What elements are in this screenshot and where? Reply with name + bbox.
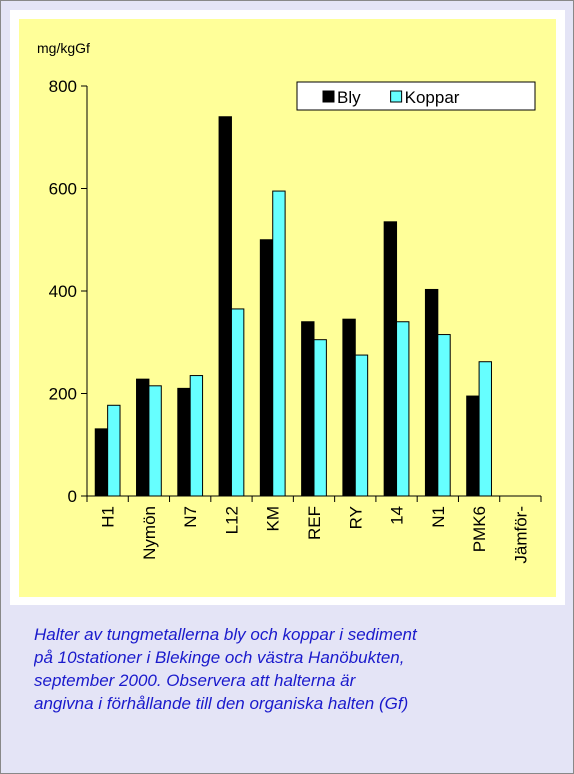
bar: [259, 239, 274, 497]
bar: [424, 288, 439, 497]
caption-line: på 10stationer i Blekinge och västra Han…: [34, 648, 405, 667]
y-tick-label: 0: [68, 487, 77, 506]
bar: [478, 361, 492, 497]
chart: mg/kgGf 0 200 400 600 800 H1 Nymön N7 L12 KM REF RY…: [10, 10, 565, 605]
bar: [107, 404, 121, 497]
bar: [437, 334, 451, 497]
caption-line: angivna i förhållande till den organiska…: [34, 694, 409, 713]
legend-label: Koppar: [405, 88, 460, 107]
bar: [313, 339, 327, 497]
x-tick-label: N1: [429, 506, 448, 528]
x-tick-label: Jämför-: [511, 506, 530, 564]
bar: [301, 321, 315, 497]
y-tick-label: 800: [49, 77, 77, 96]
bar: [230, 308, 245, 497]
x-tick-label: Nymön: [140, 506, 159, 560]
x-tick-label: 14: [388, 506, 407, 525]
bar: [466, 395, 480, 497]
caption-line: Halter av tungmetallerna bly och koppar …: [34, 625, 417, 644]
x-tick-label: N7: [181, 506, 200, 528]
x-tick-label: L12: [222, 506, 241, 534]
bar: [218, 116, 232, 497]
y-tick-label: 200: [49, 385, 77, 404]
x-tick-label: REF: [305, 506, 324, 540]
bar: [136, 378, 150, 497]
bar: [189, 375, 204, 497]
caption-line: september 2000. Observera att halterna ä…: [34, 671, 356, 690]
legend-box: [296, 81, 536, 111]
legend-swatch: [390, 90, 403, 103]
legend-swatch: [322, 90, 335, 103]
y-tick-label: 600: [49, 180, 77, 199]
x-tick-label: KM: [264, 506, 283, 532]
bar: [396, 321, 410, 497]
bar: [354, 354, 369, 497]
caption: Halter av tungmetallerna bly och koppar …: [34, 623, 573, 715]
bar: [383, 221, 398, 497]
bar: [342, 318, 356, 497]
bar: [177, 387, 191, 497]
x-tick-label: PMK6: [470, 506, 489, 552]
bar: [272, 190, 286, 497]
x-tick-label: RY: [346, 506, 365, 529]
x-tick-label: H1: [99, 506, 118, 528]
legend-label: Bly: [337, 88, 361, 107]
y-tick-label: 400: [49, 282, 77, 301]
bar: [94, 428, 109, 497]
y-axis-label: mg/kgGf: [37, 40, 90, 56]
chart-area: [19, 19, 556, 597]
bar: [148, 385, 162, 497]
